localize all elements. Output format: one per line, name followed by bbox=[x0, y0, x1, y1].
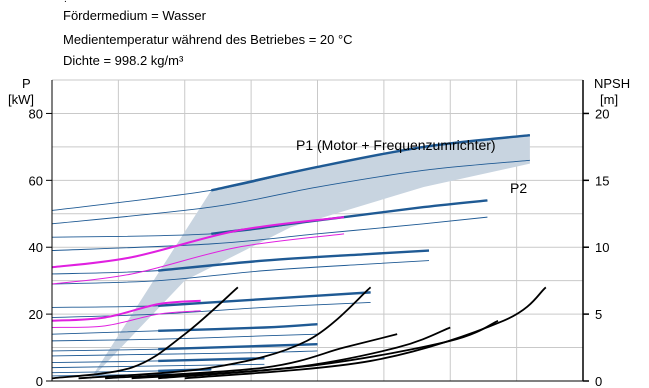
p2-curve bbox=[51, 216, 488, 252]
p2-curve bbox=[51, 159, 530, 225]
npsh-curve bbox=[131, 326, 451, 380]
npsh-curves bbox=[51, 286, 547, 380]
p2-annotation: P2 bbox=[510, 180, 527, 196]
magenta-curve bbox=[51, 299, 201, 322]
p1-curve-operating bbox=[211, 133, 531, 192]
axes: 0 20 40 60 80 0 5 10 15 20 bbox=[29, 80, 609, 388]
npsh-curve bbox=[184, 286, 547, 380]
p1-curve-operating bbox=[158, 322, 318, 333]
y-left-tick-label: 20 bbox=[29, 307, 43, 322]
medium-label: Fördermedium = Wasser bbox=[63, 8, 206, 23]
npsh-curve bbox=[78, 286, 372, 380]
p1-curve-operating bbox=[158, 343, 318, 351]
header-dot: . bbox=[64, 0, 67, 5]
y-left-label-unit: [kW] bbox=[8, 92, 34, 107]
y-right-tick-label: 10 bbox=[595, 240, 609, 255]
p2-curve bbox=[51, 350, 318, 357]
magenta-curve bbox=[51, 216, 345, 269]
npsh-curve bbox=[105, 333, 398, 380]
p1-curve-operating bbox=[158, 249, 430, 272]
magenta-curve bbox=[51, 233, 345, 285]
npsh-curve bbox=[51, 286, 239, 380]
y-right-tick-label: 5 bbox=[595, 307, 602, 322]
y-left-tick-label: 40 bbox=[29, 240, 43, 255]
magenta-curve bbox=[51, 310, 201, 328]
p2-curve bbox=[51, 301, 371, 318]
y-right-label-symbol: NPSH bbox=[594, 76, 630, 91]
y-right-tick-label: 0 bbox=[595, 374, 602, 388]
y-right-label-unit: [m] bbox=[600, 92, 618, 107]
density-label: Dichte = 998.2 kg/m³ bbox=[63, 53, 184, 68]
p2-curve bbox=[51, 333, 318, 342]
y-left-tick-label: 80 bbox=[29, 106, 43, 121]
y-left-label-symbol: P bbox=[22, 76, 31, 91]
magenta-curves bbox=[51, 216, 345, 328]
operating-range-band bbox=[89, 135, 530, 381]
y-right-tick-label: 15 bbox=[595, 173, 609, 188]
y-right-tick-label: 20 bbox=[595, 106, 609, 121]
p1-curve-operating bbox=[158, 291, 371, 307]
p2-curve bbox=[51, 363, 265, 369]
p2-curve bbox=[51, 260, 430, 285]
y-left-tick-label: 60 bbox=[29, 173, 43, 188]
temperature-label: Medientemperatur während des Betriebes =… bbox=[63, 32, 353, 47]
y-left-tick-label: 0 bbox=[36, 374, 43, 388]
p1-annotation: P1 (Motor + Frequenzumrichter) bbox=[296, 137, 496, 153]
